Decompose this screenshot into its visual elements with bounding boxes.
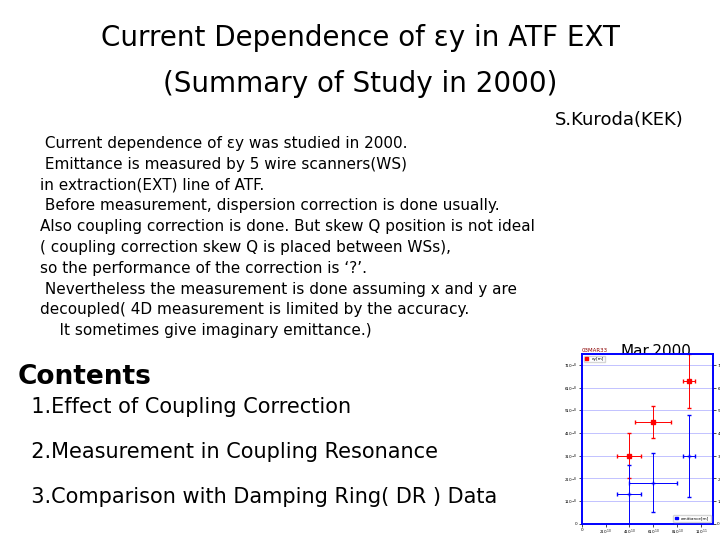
Text: 3.Comparison with Damping Ring( DR ) Data: 3.Comparison with Damping Ring( DR ) Dat…: [18, 487, 498, 507]
Text: (Summary of Study in 2000): (Summary of Study in 2000): [163, 70, 557, 98]
Text: ( coupling correction skew Q is placed between WSs),: ( coupling correction skew Q is placed b…: [40, 240, 451, 255]
Text: Nevertheless the measurement is done assuming x and y are: Nevertheless the measurement is done ass…: [40, 282, 517, 296]
Text: It sometimes give imaginary emittance.): It sometimes give imaginary emittance.): [40, 323, 372, 338]
Text: Before measurement, dispersion correction is done usually.: Before measurement, dispersion correctio…: [40, 198, 499, 213]
Text: in extraction(EXT) line of ATF.: in extraction(EXT) line of ATF.: [40, 178, 264, 193]
Text: Current dependence of εy was studied in 2000.: Current dependence of εy was studied in …: [40, 136, 407, 151]
Text: decoupled( 4D measurement is limited by the accuracy.: decoupled( 4D measurement is limited by …: [40, 302, 469, 318]
Legend: emittance[m]: emittance[m]: [673, 515, 711, 522]
Text: Also coupling correction is done. But skew Q position is not ideal: Also coupling correction is done. But sk…: [40, 219, 534, 234]
Text: Current Dependence of εy in ATF EXT: Current Dependence of εy in ATF EXT: [101, 24, 619, 52]
Text: Mar.2000: Mar.2000: [621, 344, 691, 359]
Text: 1.Effect of Coupling Correction: 1.Effect of Coupling Correction: [18, 397, 351, 417]
Legend: ey[m]: ey[m]: [584, 356, 606, 362]
Text: 2.Measurement in Coupling Resonance: 2.Measurement in Coupling Resonance: [18, 442, 438, 462]
Text: so the performance of the correction is ‘?’.: so the performance of the correction is …: [40, 261, 366, 276]
Text: 03MAR33: 03MAR33: [582, 348, 608, 353]
Text: S.Kuroda(KEK): S.Kuroda(KEK): [555, 111, 684, 129]
Text: Contents: Contents: [18, 364, 152, 390]
Text: Emittance is measured by 5 wire scanners(WS): Emittance is measured by 5 wire scanners…: [40, 157, 407, 172]
